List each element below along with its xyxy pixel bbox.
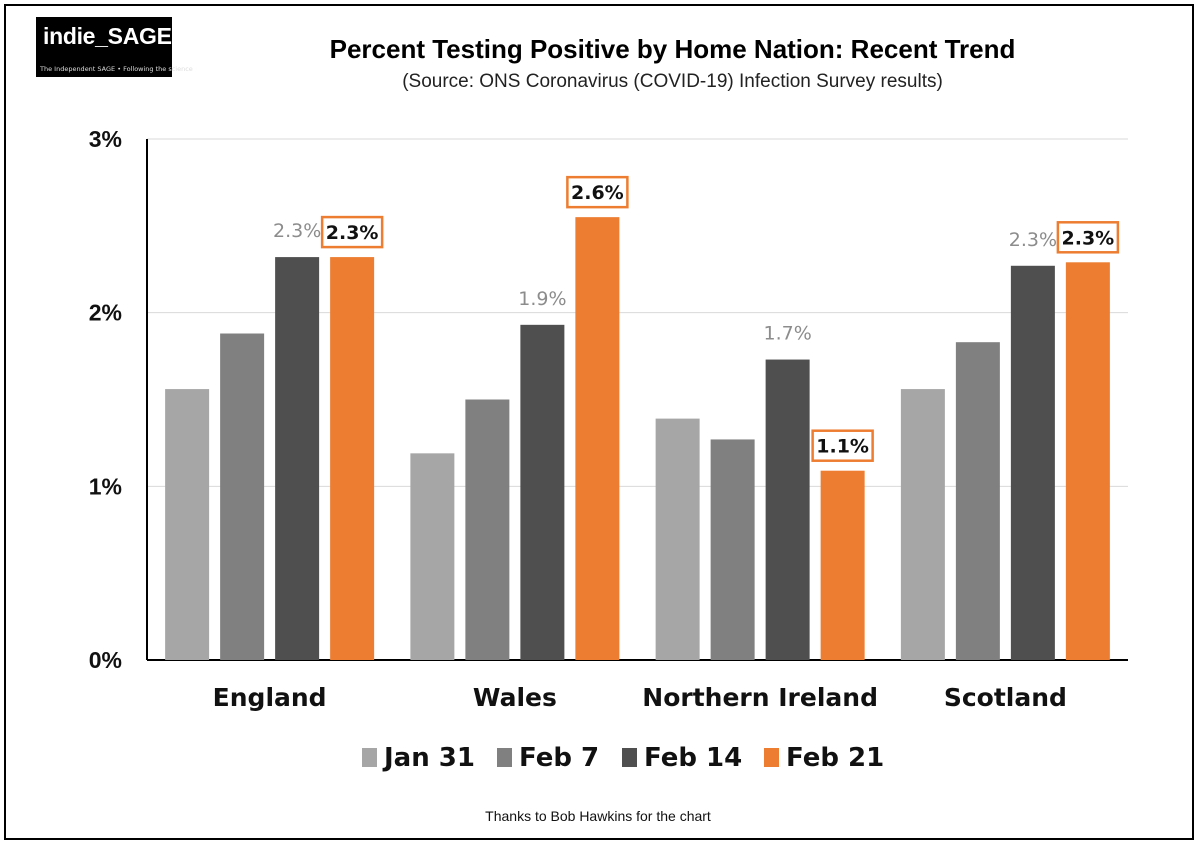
bar-wales-feb-7 [465, 399, 510, 660]
data-label: 1.9% [518, 288, 566, 310]
legend-label: Feb 21 [786, 743, 884, 773]
x-category-label: England [213, 683, 327, 712]
legend-swatch-feb-21 [764, 748, 779, 767]
x-category-label: Scotland [944, 683, 1067, 712]
bar-wales-jan-31 [410, 453, 455, 660]
legend-swatch-jan-31 [362, 748, 377, 767]
bar-northern-ireland-feb-14 [765, 359, 810, 660]
data-label: 1.1% [816, 436, 869, 458]
bar-england-feb-14 [275, 257, 320, 660]
data-label-box [320, 215, 384, 249]
bar-wales-feb-21 [575, 217, 620, 660]
bar-england-jan-31 [165, 389, 210, 660]
y-tick-label: 0% [89, 647, 122, 673]
bar-wales-feb-14 [520, 324, 565, 660]
y-tick-label: 2% [89, 300, 122, 326]
data-label: 2.3% [1009, 229, 1057, 251]
bar-scotland-feb-21 [1065, 262, 1110, 660]
y-tick-label: 3% [89, 126, 122, 152]
legend-swatch-feb-7 [497, 748, 512, 767]
logo-text: indie_SAGE [43, 23, 172, 49]
data-label: 2.6% [571, 182, 624, 204]
bar-northern-ireland-feb-21 [820, 470, 865, 660]
data-label: 1.7% [763, 323, 811, 345]
data-label: 2.3% [326, 222, 379, 244]
bar-northern-ireland-jan-31 [655, 418, 700, 660]
x-category-label: Wales [473, 683, 557, 712]
chart-title: Percent Testing Positive by Home Nation:… [329, 34, 1016, 64]
chart-credit: Thanks to Bob Hawkins for the chart [485, 808, 711, 824]
legend-label: Feb 7 [519, 743, 599, 773]
logo-tagline: The Independent SAGE • Following the sci… [40, 65, 193, 73]
x-category-label: Northern Ireland [642, 683, 878, 712]
legend-label: Feb 14 [644, 743, 742, 773]
legend-swatch-feb-14 [622, 748, 637, 767]
data-label-box [1056, 221, 1120, 254]
chart-frame [4, 4, 1194, 840]
data-label: 2.3% [273, 220, 321, 242]
data-label-box [811, 429, 874, 462]
bar-scotland-feb-14 [1010, 265, 1055, 660]
bar-northern-ireland-feb-7 [710, 439, 755, 660]
bar-scotland-jan-31 [900, 389, 945, 660]
bar-scotland-feb-7 [955, 342, 1000, 660]
bar-england-feb-7 [220, 333, 265, 660]
bar-england-feb-21 [330, 257, 375, 660]
y-tick-label: 1% [89, 473, 122, 499]
legend-label: Jan 31 [382, 743, 475, 773]
chart-subtitle: (Source: ONS Coronavirus (COVID-19) Infe… [402, 71, 943, 92]
data-label-box [566, 175, 629, 209]
indie-sage-logo: indie_SAGE The Independent SAGE • Follow… [36, 17, 193, 77]
data-label: 2.3% [1062, 227, 1115, 249]
